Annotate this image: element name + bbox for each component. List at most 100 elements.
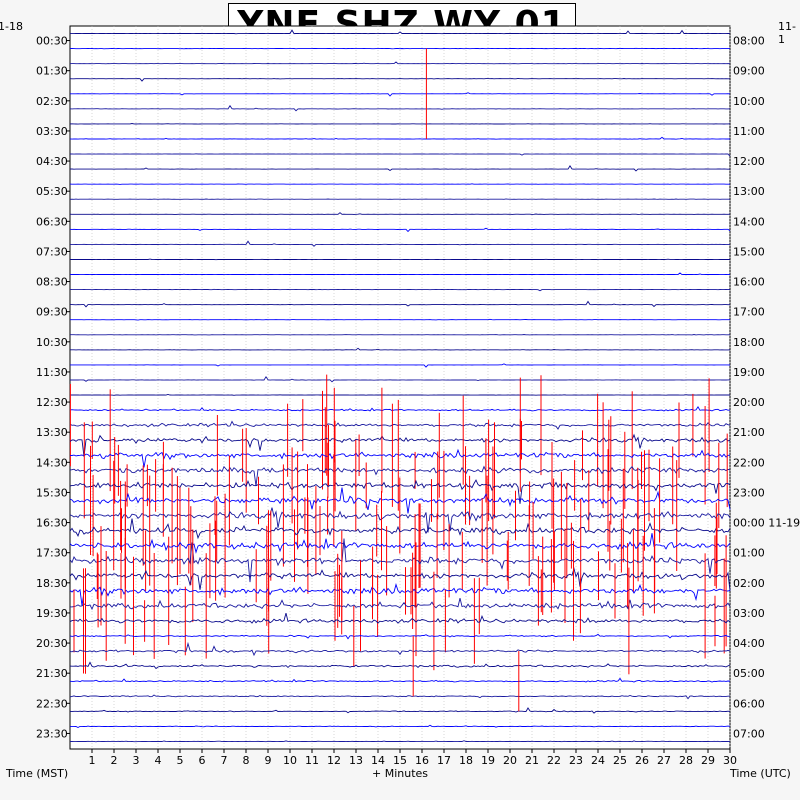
left-time-label: 02:30 [36, 95, 68, 108]
x-tick-label: 24 [591, 754, 605, 767]
left-time-label: 13:30 [36, 426, 68, 439]
trace-row [69, 597, 731, 611]
trace-row [69, 465, 731, 487]
right-time-label: 06:00 [733, 697, 765, 710]
left-time-label: 03:30 [36, 125, 68, 138]
left-time-label: 01:30 [36, 65, 68, 78]
right-time-label: 03:00 [733, 607, 765, 620]
left-time-label: 19:30 [36, 607, 68, 620]
trace-row [69, 47, 730, 50]
trace-row [69, 183, 730, 185]
trace-row [70, 394, 730, 396]
x-tick-label: 2 [111, 754, 118, 767]
trace-row [69, 77, 730, 82]
left-time-label: 22:30 [36, 697, 68, 710]
trace-row [70, 29, 731, 35]
x-tick-label: 13 [349, 754, 363, 767]
trace-row [69, 165, 731, 172]
trace-row [69, 583, 731, 606]
x-axis-label: + Minutes [372, 767, 429, 780]
trace-row [69, 212, 731, 215]
trace-row [69, 406, 731, 412]
trace-row [69, 533, 731, 554]
right-time-label: 16:00 [733, 276, 765, 289]
right-time-label: 15:00 [733, 245, 765, 258]
right-time-label: 05:00 [733, 667, 765, 680]
trace-row [69, 641, 731, 657]
right-time-label: 20:00 [733, 396, 765, 409]
trace-row [70, 363, 731, 368]
right-time-label: 08:00 [733, 35, 765, 48]
right-time-label: 21:00 [733, 426, 765, 439]
x-tick-label: 23 [569, 754, 583, 767]
start-date-left: 1-18 [0, 20, 23, 33]
x-tick-label: 10 [283, 754, 297, 767]
trace-row [69, 272, 731, 276]
right-time-label: 23:00 [733, 486, 765, 499]
right-time-label: 09:00 [733, 65, 765, 78]
x-tick-label: 20 [503, 754, 517, 767]
right-time-label: 17:00 [733, 306, 765, 319]
trace-row [70, 740, 731, 743]
left-time-label: 20:30 [36, 637, 68, 650]
trace-row [69, 661, 731, 670]
trace-row [70, 300, 730, 308]
x-tick-label: 25 [613, 754, 627, 767]
left-time-label: 16:30 [36, 517, 68, 530]
right-time-label: 02:00 [733, 577, 765, 590]
x-tick-label: 7 [221, 754, 228, 767]
x-tick-label: 29 [701, 754, 715, 767]
trace-row [70, 318, 730, 321]
start-date-right: 11-1 [778, 20, 796, 46]
trace-row [69, 227, 731, 233]
x-tick-label: 27 [657, 754, 671, 767]
x-tick-label: 1 [89, 754, 96, 767]
trace-row [69, 136, 731, 140]
x-tick-label: 16 [415, 754, 429, 767]
trace-row [69, 61, 731, 65]
left-time-label: 07:30 [36, 245, 68, 258]
trace-row [69, 612, 731, 624]
trace-row [69, 677, 731, 683]
trace-row [69, 694, 731, 700]
left-time-label: 12:30 [36, 396, 68, 409]
trace-row [70, 240, 730, 247]
x-tick-label: 19 [481, 754, 495, 767]
trace-row [70, 724, 731, 729]
right-time-label: 13:00 [733, 185, 765, 198]
x-tick-label: 9 [265, 754, 272, 767]
left-time-label: 04:30 [36, 155, 68, 168]
trace-row [70, 375, 731, 383]
trace-row [69, 288, 731, 292]
trace-row [69, 538, 731, 583]
left-time-label: 11:30 [36, 366, 68, 379]
right-time-label: 04:00 [733, 637, 765, 650]
x-tick-label: 15 [393, 754, 407, 767]
left-time-label: 14:30 [36, 456, 68, 469]
x-tick-label: 3 [133, 754, 140, 767]
x-tick-label: 14 [371, 754, 385, 767]
x-tick-label: 6 [199, 754, 206, 767]
trace-row [69, 707, 731, 714]
left-axis-label: Time (MST) [6, 767, 69, 780]
trace-row [69, 433, 731, 457]
left-time-label: 09:30 [36, 306, 68, 319]
trace-row [70, 258, 730, 261]
trace-row [69, 448, 730, 468]
left-time-label: 21:30 [36, 667, 68, 680]
left-time-label: 17:30 [36, 547, 68, 560]
right-time-label: 12:00 [733, 155, 765, 168]
x-tick-label: 17 [437, 754, 451, 767]
trace-row [69, 104, 731, 112]
trace-row [69, 123, 731, 125]
right-time-label: 01:00 [733, 547, 765, 560]
trace-row [69, 567, 731, 591]
left-time-label: 00:30 [36, 35, 68, 48]
right-time-label: 22:00 [733, 456, 765, 469]
trace-row [69, 420, 731, 430]
x-tick-label: 12 [327, 754, 341, 767]
left-time-label: 18:30 [36, 577, 68, 590]
left-time-label: 05:30 [36, 185, 68, 198]
right-time-label: 11:00 [733, 125, 765, 138]
